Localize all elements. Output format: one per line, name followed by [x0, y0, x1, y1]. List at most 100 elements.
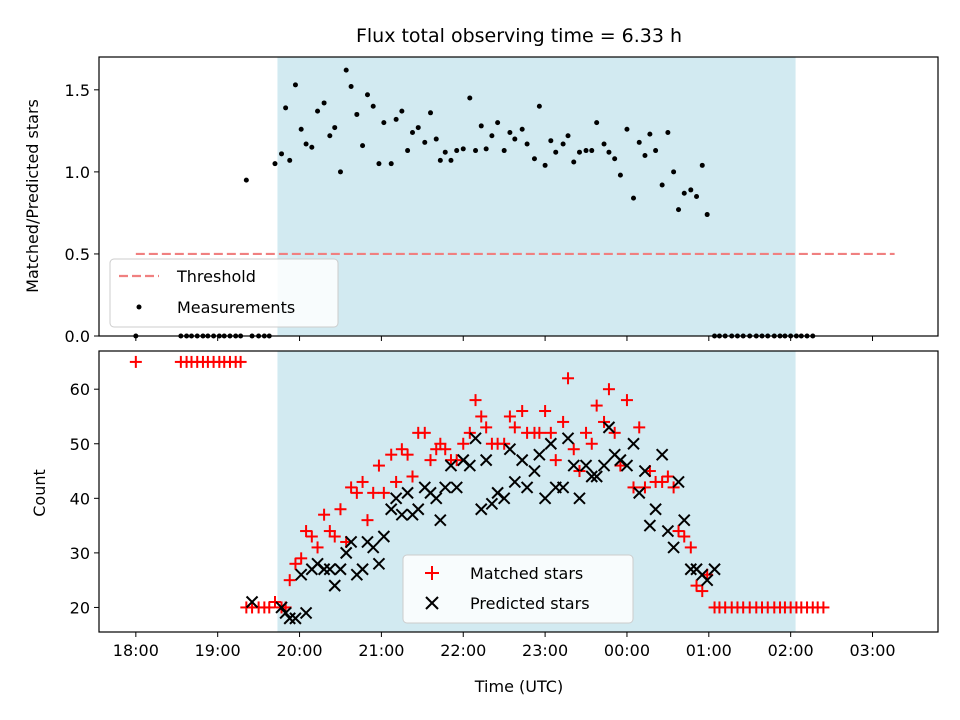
- matched-star-point: [424, 454, 437, 467]
- bottom-y-tick-label: 30: [70, 544, 90, 563]
- predicted-star-point: [430, 492, 443, 505]
- predicted-star-point: [283, 612, 296, 625]
- predicted-star-point: [485, 497, 499, 510]
- predicted-star-point: [479, 453, 493, 467]
- predicted-star-point: [661, 524, 675, 538]
- measurement-point: [287, 157, 293, 163]
- x-tick-label: 01:00: [686, 641, 732, 660]
- matched-star-point: [480, 421, 493, 434]
- predicted-star-point: [294, 568, 308, 581]
- measurement-point: [583, 148, 589, 154]
- measurement-point: [364, 92, 370, 98]
- matched-star-point: [300, 525, 313, 538]
- measurement-point: [428, 110, 434, 116]
- predicted-star-point: [401, 486, 414, 500]
- matched-star-point: [395, 443, 408, 456]
- predicted-star-point: [412, 503, 425, 516]
- matched-star-point: [295, 552, 308, 565]
- measurement-point: [704, 212, 710, 218]
- predicted-star-point: [528, 464, 541, 478]
- predicted-star-point: [334, 563, 347, 576]
- measurement-point: [489, 133, 495, 139]
- matched-star-point: [450, 454, 463, 467]
- bottom-y-tick-label: 60: [70, 380, 90, 399]
- bottom-axes-frame: [98, 350, 939, 633]
- top-y-tick-label: 0.0: [65, 327, 90, 346]
- measurement-point: [659, 182, 665, 188]
- measurement-point: [688, 187, 694, 193]
- predicted-star-point: [503, 443, 517, 456]
- measurement-point: [370, 103, 376, 109]
- matched-star-point: [503, 410, 516, 423]
- matched-star-point: [508, 421, 521, 434]
- x-tick-label: 18:00: [113, 641, 159, 660]
- top-x-ticks: [135, 336, 874, 341]
- measurement-point: [315, 108, 321, 114]
- predicted-star-point: [395, 508, 409, 521]
- matched-star-point: [283, 574, 296, 587]
- predicted-star-point: [655, 448, 669, 461]
- bottom-y-tick-label: 40: [70, 489, 90, 508]
- x-axis-label: Time (UTC): [474, 677, 563, 696]
- measurement-point: [327, 133, 333, 139]
- legend-matched-swatch: [425, 566, 439, 580]
- matched-star-point: [311, 541, 324, 554]
- measurement-point: [553, 149, 559, 155]
- measurement-point: [376, 161, 382, 167]
- measurement-point: [676, 207, 682, 213]
- measurement-point: [565, 133, 571, 139]
- x-tick-label: 19:00: [195, 641, 241, 660]
- measurement-point: [422, 139, 428, 145]
- matched-star-point: [602, 383, 615, 396]
- measurement-point: [321, 100, 327, 106]
- measurement-point: [483, 146, 489, 152]
- measurement-point: [507, 129, 513, 135]
- predicted-star-point: [561, 432, 575, 445]
- predicted-star-point: [700, 573, 714, 587]
- matched-star-point: [457, 437, 470, 450]
- predicted-star-point: [620, 459, 634, 472]
- measurement-point: [617, 172, 623, 178]
- matched-star-point: [557, 415, 570, 428]
- measurement-point: [665, 129, 671, 135]
- matched-star-point: [661, 470, 674, 483]
- measurement-point: [495, 120, 501, 126]
- measurement-point: [653, 148, 659, 154]
- matched-star-point: [590, 399, 603, 412]
- matched-star-point: [475, 410, 488, 423]
- predicted-star-point: [434, 513, 447, 527]
- matched-star-point: [372, 459, 385, 472]
- top-legend: Threshold Measurements: [109, 258, 339, 328]
- predicted-star-point: [508, 475, 522, 489]
- measurement-point: [519, 126, 525, 132]
- predicted-star-point: [289, 612, 302, 625]
- predicted-star-point: [469, 432, 482, 445]
- predicted-star-point: [544, 437, 558, 450]
- measurement-point: [448, 157, 454, 163]
- predicted-star-point: [323, 563, 337, 576]
- matched-star-point: [328, 530, 341, 543]
- matched-star-point: [401, 448, 414, 461]
- measurement-point: [388, 161, 394, 167]
- measurement-point: [606, 149, 612, 155]
- predicted-star-point: [444, 459, 458, 472]
- matched-star-point: [129, 355, 142, 368]
- measurement-point: [292, 82, 298, 88]
- x-tick-label: 02:00: [768, 641, 814, 660]
- predicted-star-point: [602, 421, 616, 434]
- matched-star-point: [377, 486, 390, 499]
- top-y-tick-label: 0.5: [65, 245, 90, 264]
- bottom-panel: 20 30 40 50 60 18:00 19:00 20:00 21:00 22:00 23:0…: [30, 350, 939, 696]
- predicted-star-point: [649, 503, 662, 516]
- x-tick-label: 00:00: [604, 641, 650, 660]
- measurement-point: [536, 103, 542, 109]
- matched-star-point: [334, 503, 347, 516]
- measurement-point: [437, 157, 443, 163]
- matched-star-point: [672, 525, 685, 538]
- predicted-star-point: [533, 448, 546, 461]
- matched-star-point: [356, 475, 369, 488]
- legend-predicted-swatch: [425, 596, 439, 610]
- predicted-star-point: [356, 563, 369, 576]
- predicted-star-point: [515, 453, 529, 467]
- matched-star-point: [549, 454, 562, 467]
